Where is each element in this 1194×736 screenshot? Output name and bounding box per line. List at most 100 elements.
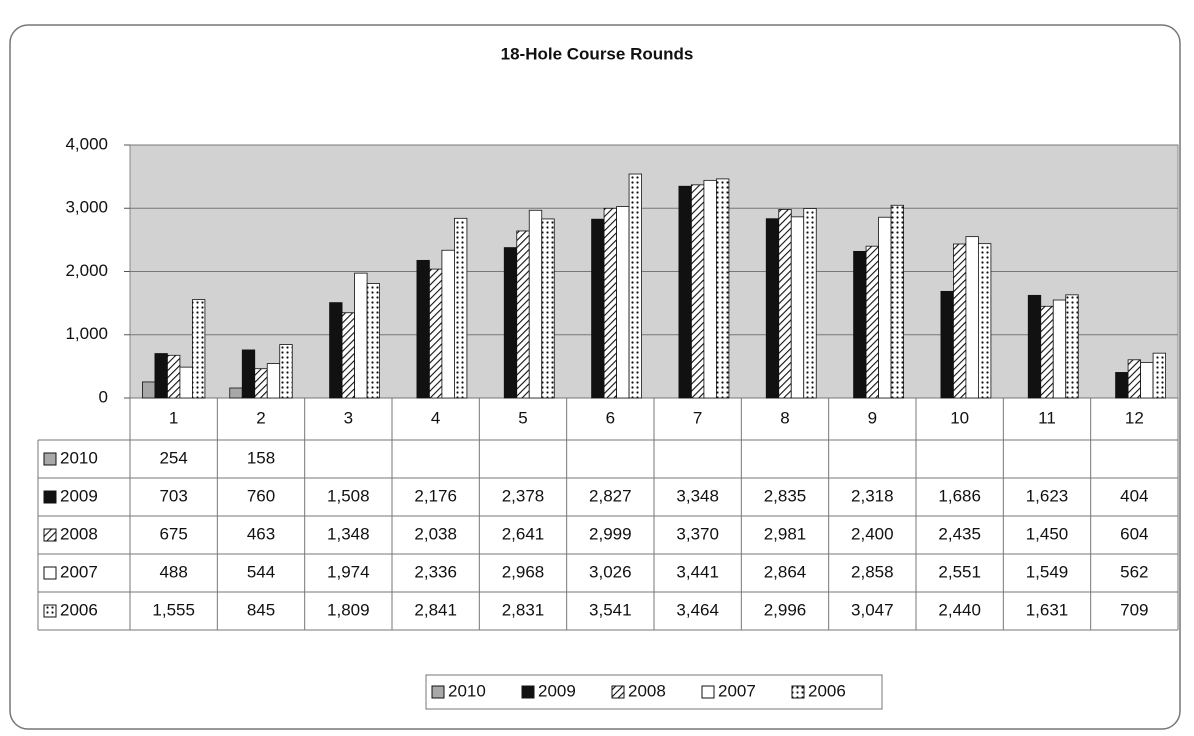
legend-swatch <box>43 566 57 580</box>
table-cell: 2,336 <box>414 562 457 581</box>
legend-swatch <box>431 685 445 699</box>
table-cell: 544 <box>247 562 275 581</box>
bar <box>142 381 156 399</box>
table-cell: 2,996 <box>764 600 807 619</box>
x-tick-label: 5 <box>518 408 527 427</box>
bar <box>1152 352 1166 399</box>
x-tick-label: 4 <box>431 408 440 427</box>
bar <box>1127 359 1141 399</box>
bar <box>503 247 518 399</box>
bar <box>865 245 879 399</box>
bar <box>1027 294 1042 399</box>
bar <box>341 312 355 399</box>
table-cell: 3,348 <box>676 486 719 505</box>
bar <box>978 243 992 399</box>
table-cell: 2,999 <box>589 524 632 543</box>
x-tick-label: 9 <box>868 408 877 427</box>
bar <box>790 216 805 399</box>
x-tick-label: 12 <box>1125 408 1144 427</box>
bar <box>1065 294 1079 399</box>
bar <box>441 249 455 399</box>
bar <box>803 208 817 399</box>
legend-swatch <box>43 604 57 618</box>
table-cell: 254 <box>159 448 187 467</box>
bar <box>192 299 206 399</box>
table-cell: 2,038 <box>414 524 457 543</box>
table-cell: 675 <box>159 524 187 543</box>
bar <box>241 349 256 399</box>
table-cell: 1,508 <box>327 486 370 505</box>
legend-swatch <box>43 452 57 466</box>
table-cell: 2,176 <box>414 486 457 505</box>
bar <box>229 387 243 399</box>
table-cell: 1,348 <box>327 524 370 543</box>
bar <box>541 218 555 399</box>
bar <box>678 185 692 399</box>
x-tick-label: 2 <box>256 408 265 427</box>
table-cell: 463 <box>247 524 275 543</box>
legend-swatch <box>521 685 535 699</box>
table-cell: 1,974 <box>327 562 370 581</box>
bar <box>591 218 605 399</box>
bar <box>603 207 617 399</box>
table-cell: 1,555 <box>152 600 195 619</box>
bar <box>354 272 368 399</box>
legend-swatch <box>701 685 715 699</box>
bar <box>1040 305 1054 399</box>
table-cell: 760 <box>247 486 275 505</box>
bar <box>616 206 630 399</box>
table-cell: 2,841 <box>414 600 457 619</box>
table-cell: 2,827 <box>589 486 632 505</box>
bar <box>429 268 443 399</box>
y-tick-label: 4,000 <box>65 134 108 153</box>
legend-label: 2010 <box>448 681 486 700</box>
table-cell: 2,981 <box>764 524 807 543</box>
table-cell: 703 <box>159 486 187 505</box>
table-cell: 2,440 <box>938 600 981 619</box>
y-tick-label: 0 <box>99 387 108 406</box>
table-cell: 2,641 <box>502 524 545 543</box>
bar <box>1115 372 1129 399</box>
bar <box>366 283 380 399</box>
table-cell: 3,464 <box>676 600 719 619</box>
table-cell: 1,623 <box>1026 486 1069 505</box>
bar <box>628 173 642 399</box>
table-cell: 2,400 <box>851 524 894 543</box>
bar <box>154 353 168 399</box>
legend-swatch <box>611 685 625 699</box>
y-tick-label: 1,000 <box>65 324 108 343</box>
table-cell: 1,631 <box>1026 600 1069 619</box>
bar <box>528 209 543 399</box>
x-tick-label: 6 <box>606 408 615 427</box>
legend-swatch <box>43 528 57 542</box>
x-tick-label: 10 <box>950 408 969 427</box>
bar <box>765 218 780 399</box>
table-cell: 158 <box>247 448 275 467</box>
table-cell: 2,831 <box>502 600 545 619</box>
bar <box>1052 299 1067 399</box>
bar <box>965 236 979 399</box>
table-cell: 2,864 <box>764 562 807 581</box>
bar <box>279 344 293 399</box>
table-cell: 2,318 <box>851 486 894 505</box>
y-tick-label: 2,000 <box>65 261 108 280</box>
table-cell: 2,378 <box>502 486 545 505</box>
legend-label: 2006 <box>808 681 846 700</box>
x-tick-label: 11 <box>1038 408 1056 427</box>
table-cell: 3,441 <box>676 562 719 581</box>
bar <box>878 216 892 399</box>
legend-swatch <box>43 490 57 504</box>
row-label: 2008 <box>60 524 98 543</box>
bar <box>716 178 730 399</box>
table-cell: 709 <box>1120 600 1148 619</box>
x-tick-label: 7 <box>693 408 702 427</box>
table-cell: 1,450 <box>1026 524 1069 543</box>
legend-label: 2007 <box>718 681 756 700</box>
table-cell: 3,047 <box>851 600 894 619</box>
chart-title: 18-Hole Course Rounds <box>501 44 694 63</box>
bar <box>778 209 792 399</box>
table-cell: 2,968 <box>502 562 545 581</box>
bar <box>329 302 343 399</box>
legend-swatch <box>791 685 805 699</box>
table-cell: 3,541 <box>589 600 632 619</box>
